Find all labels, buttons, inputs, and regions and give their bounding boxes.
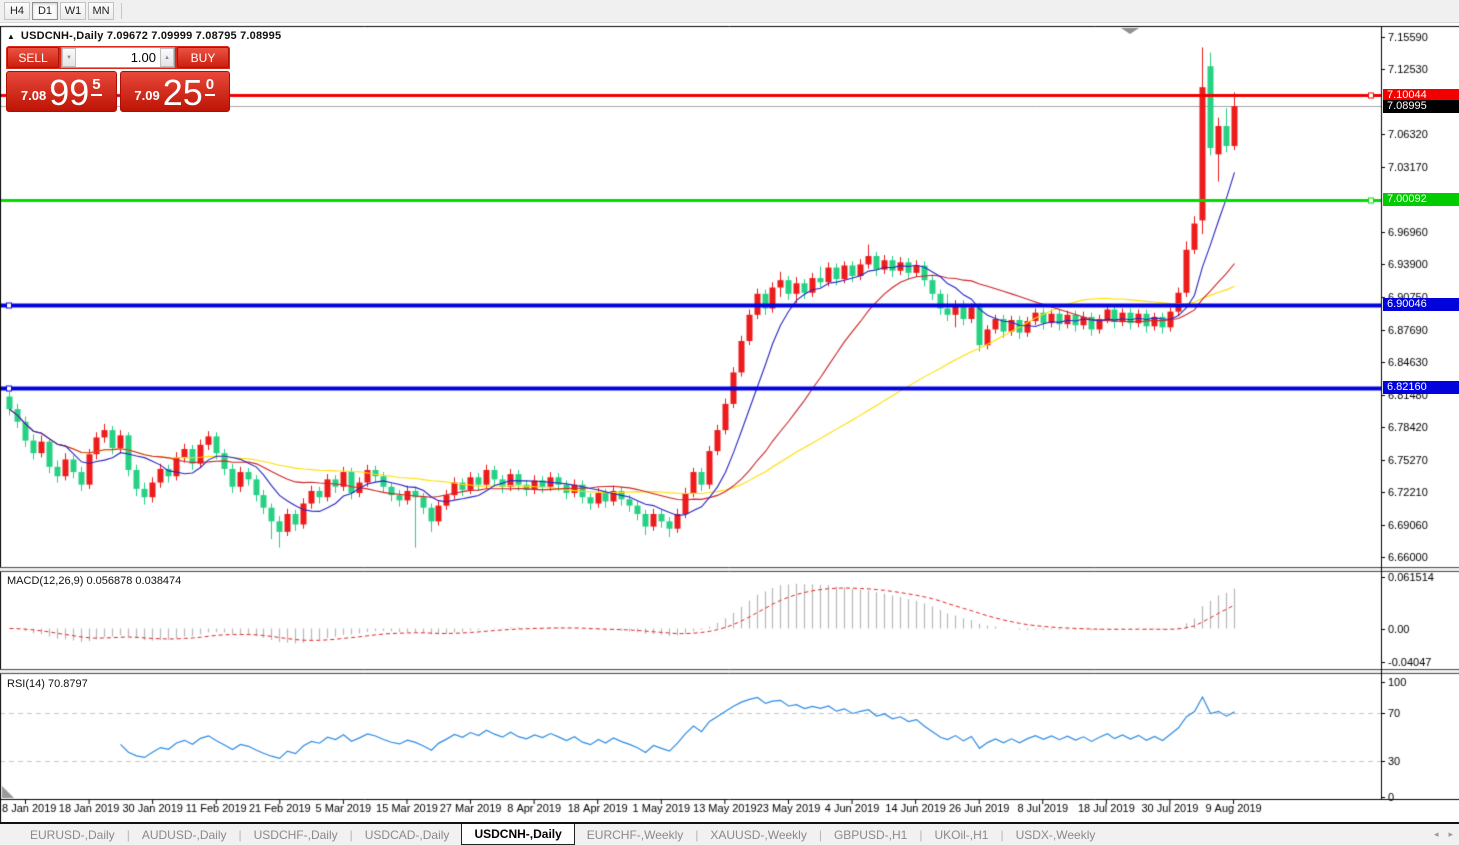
volume-input[interactable]: 1.00 [130, 50, 156, 65]
support-blue-upper-price-label: 6.90046 [1383, 298, 1459, 311]
current-price-label: 7.08995 [1383, 100, 1459, 113]
timeframe-button-mn[interactable]: MN [88, 2, 114, 20]
tab-eurchf-weekly[interactable]: EURCHF-,Weekly [586, 827, 684, 842]
buy-button[interactable]: BUY [177, 47, 229, 68]
tab-separator: | [126, 827, 130, 842]
tab-audusd-daily[interactable]: AUDUSD-,Daily [141, 827, 227, 842]
timeframe-button-w1[interactable]: W1 [60, 2, 86, 20]
tab-usdcad-daily[interactable]: USDCAD-,Daily [364, 827, 450, 842]
support-blue-lower-price-label: 6.82160 [1383, 381, 1459, 394]
tab-xauusd-weekly[interactable]: XAUUSD-,Weekly [710, 827, 807, 842]
panel-toggle-icon[interactable]: ▲ [7, 31, 15, 41]
tab-separator: | [1000, 827, 1004, 842]
timeframe-button-h4[interactable]: H4 [4, 2, 30, 20]
macd-indicator-label: MACD(12,26,9) 0.056878 0.038474 [7, 575, 182, 587]
tab-scroll-nav: ◂ ▸ [1434, 824, 1453, 845]
trade-panel-top-row: SELL ▼ 1.00 ▲ BUY [6, 46, 230, 69]
symbol-tab-bar: EURUSD-,Daily | AUDUSD-,Daily | USDCHF-,Dail… [0, 822, 1459, 845]
bid-price-pip: 5 [91, 76, 102, 96]
chart-title: ▲ USDCNH-,Daily 7.09672 7.09999 7.08795 … [7, 29, 281, 43]
ask-price-big: 25 [162, 72, 203, 113]
tab-separator: | [818, 827, 822, 842]
tab-ukoil-h1[interactable]: UKOil-,H1 [934, 827, 989, 842]
timeframe-toolbar: H4 D1 W1 MN [0, 0, 1459, 23]
toolbar-separator [121, 3, 122, 19]
tab-separator: | [695, 827, 699, 842]
support-green-price-label: 7.00092 [1383, 193, 1459, 206]
resistance-price-label: 7.10044 [1383, 89, 1459, 102]
one-click-trading-panel: SELL ▼ 1.00 ▲ BUY 7.08 99 5 7.09 25 0 [6, 46, 230, 112]
tab-eurusd-daily[interactable]: EURUSD-,Daily [30, 827, 115, 842]
tab-usdcnh-daily[interactable]: USDCNH-,Daily [461, 824, 575, 845]
rsi-indicator-label: RSI(14) 70.8797 [7, 678, 88, 690]
tab-separator: | [919, 827, 923, 842]
volume-stepper: ▼ 1.00 ▲ [61, 47, 175, 68]
tab-usdx-weekly[interactable]: USDX-,Weekly [1015, 827, 1096, 842]
bid-price-prefix: 7.08 [20, 88, 47, 103]
ask-price-prefix: 7.09 [134, 88, 160, 103]
trade-panel-price-row: 7.08 99 5 7.09 25 0 [6, 71, 230, 112]
tab-usdchf-daily[interactable]: USDCHF-,Daily [253, 827, 338, 842]
ask-price-pip: 0 [204, 76, 216, 96]
bid-price-button[interactable]: 7.08 99 5 [6, 71, 117, 112]
bid-price-big: 99 [49, 72, 90, 113]
sell-button[interactable]: SELL [7, 47, 59, 68]
tab-scroll-right-icon[interactable]: ▸ [1448, 829, 1453, 839]
tab-gbpusd-h1[interactable]: GBPUSD-,H1 [833, 827, 908, 842]
chevron-up-icon: ▲ [164, 54, 170, 61]
tab-separator: | [238, 827, 242, 842]
volume-increase-button[interactable]: ▲ [160, 48, 174, 67]
tab-scroll-left-icon[interactable]: ◂ [1433, 829, 1439, 839]
ask-price-button[interactable]: 7.09 25 0 [119, 71, 230, 113]
chevron-down-icon: ▼ [66, 54, 72, 61]
timeframe-button-d1[interactable]: D1 [32, 2, 58, 20]
volume-decrease-button[interactable]: ▼ [62, 48, 76, 67]
tab-separator: | [349, 827, 353, 842]
chart-title-text: USDCNH-,Daily 7.09672 7.09999 7.08795 7.… [20, 30, 282, 42]
